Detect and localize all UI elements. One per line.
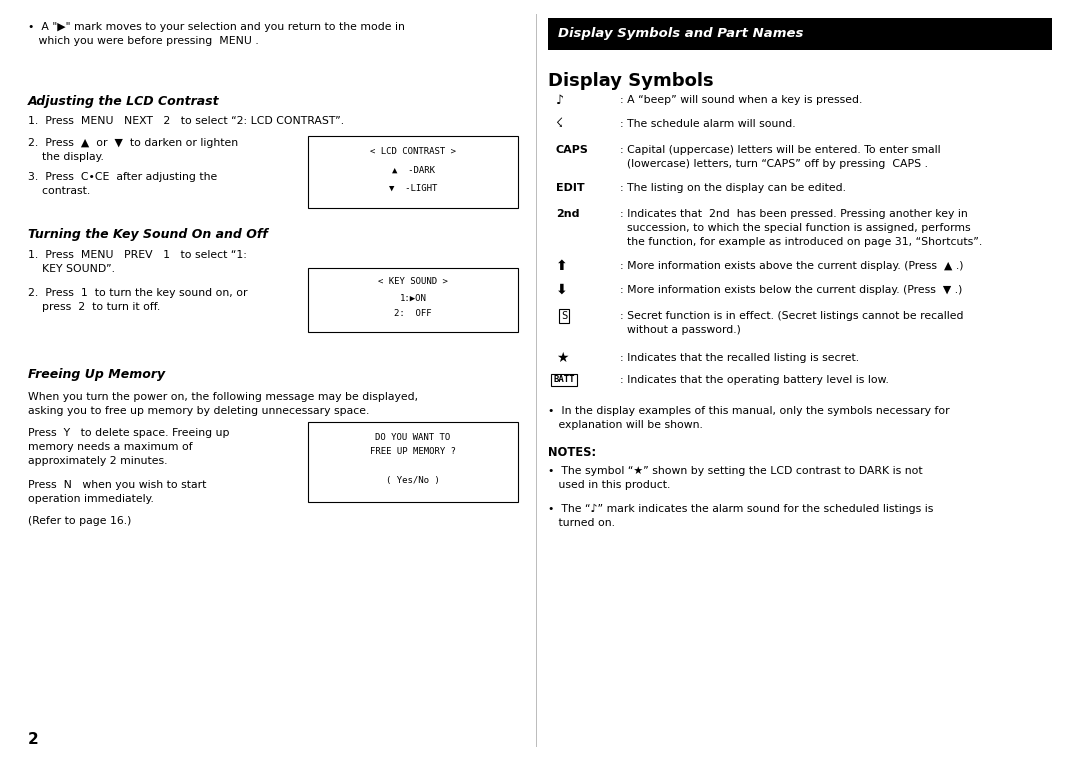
- Text: Press  Y   to delete space. Freeing up: Press Y to delete space. Freeing up: [28, 428, 229, 438]
- Text: asking you to free up memory by deleting unnecessary space.: asking you to free up memory by deleting…: [28, 406, 369, 416]
- Text: 2.  Press  ▲  or  ▼  to darken or lighten: 2. Press ▲ or ▼ to darken or lighten: [28, 138, 238, 148]
- Text: BATT: BATT: [553, 375, 575, 385]
- Text: 2.  Press  1  to turn the key sound on, or: 2. Press 1 to turn the key sound on, or: [28, 288, 247, 298]
- Text: : Secret function is in effect. (Secret listings cannot be recalled: : Secret function is in effect. (Secret …: [620, 311, 963, 321]
- Text: : Capital (uppercase) letters will be entered. To enter small: : Capital (uppercase) letters will be en…: [620, 145, 941, 155]
- Text: KEY SOUND”.: KEY SOUND”.: [28, 264, 114, 274]
- Text: ♪: ♪: [556, 93, 564, 106]
- Text: ▼  -LIGHT: ▼ -LIGHT: [389, 183, 437, 192]
- Text: (Refer to page 16.): (Refer to page 16.): [28, 516, 132, 526]
- Text: 2nd: 2nd: [556, 209, 580, 219]
- Text: ( Yes/No ): ( Yes/No ): [387, 476, 440, 485]
- Text: (lowercase) letters, turn “CAPS” off by pressing  CAPS .: (lowercase) letters, turn “CAPS” off by …: [620, 159, 928, 169]
- Text: •  In the display examples of this manual, only the symbols necessary for: • In the display examples of this manual…: [548, 406, 949, 416]
- Text: : Indicates that the recalled listing is secret.: : Indicates that the recalled listing is…: [620, 353, 859, 363]
- Text: When you turn the power on, the following message may be displayed,: When you turn the power on, the followin…: [28, 392, 418, 402]
- Text: : More information exists above the current display. (Press  ▲ .): : More information exists above the curr…: [620, 261, 963, 271]
- Text: succession, to which the special function is assigned, performs: succession, to which the special functio…: [620, 223, 971, 233]
- Text: : The listing on the display can be edited.: : The listing on the display can be edit…: [620, 183, 846, 193]
- FancyBboxPatch shape: [308, 136, 518, 208]
- Text: used in this product.: used in this product.: [548, 480, 671, 490]
- Text: 1:▶ON: 1:▶ON: [400, 293, 427, 302]
- FancyBboxPatch shape: [308, 268, 518, 332]
- Text: memory needs a maximum of: memory needs a maximum of: [28, 442, 192, 452]
- Text: which you were before pressing  MENU .: which you were before pressing MENU .: [28, 36, 259, 46]
- Text: CAPS: CAPS: [556, 145, 589, 155]
- Text: •  The symbol “★” shown by setting the LCD contrast to DARK is not: • The symbol “★” shown by setting the LC…: [548, 466, 922, 476]
- Text: Adjusting the LCD Contrast: Adjusting the LCD Contrast: [28, 95, 219, 108]
- Text: ⬇: ⬇: [556, 283, 568, 297]
- Text: : More information exists below the current display. (Press  ▼ .): : More information exists below the curr…: [620, 285, 962, 295]
- Text: turned on.: turned on.: [548, 518, 615, 528]
- Text: 1.  Press  MENU   PREV   1   to select “1:: 1. Press MENU PREV 1 to select “1:: [28, 250, 247, 260]
- Text: DO YOU WANT TO: DO YOU WANT TO: [376, 433, 450, 442]
- Text: explanation will be shown.: explanation will be shown.: [548, 420, 703, 430]
- Text: NOTES:: NOTES:: [548, 446, 596, 459]
- Text: ★: ★: [556, 351, 568, 365]
- Text: : A “beep” will sound when a key is pressed.: : A “beep” will sound when a key is pres…: [620, 95, 862, 105]
- Text: •  A "▶" mark moves to your selection and you return to the mode in: • A "▶" mark moves to your selection and…: [28, 22, 405, 32]
- Text: press  2  to turn it off.: press 2 to turn it off.: [28, 302, 160, 312]
- Text: Display Symbols and Part Names: Display Symbols and Part Names: [558, 27, 804, 40]
- Text: ⬆: ⬆: [556, 259, 568, 273]
- Text: ☇: ☇: [556, 118, 563, 131]
- Text: 1.  Press  MENU   NEXT   2   to select “2: LCD CONTRAST”.: 1. Press MENU NEXT 2 to select “2: LCD C…: [28, 116, 345, 126]
- Text: S: S: [561, 311, 567, 321]
- Text: without a password.): without a password.): [620, 325, 741, 335]
- Text: 2: 2: [28, 732, 39, 747]
- Text: : The schedule alarm will sound.: : The schedule alarm will sound.: [620, 119, 796, 129]
- Text: contrast.: contrast.: [28, 186, 91, 196]
- Text: 2:  OFF: 2: OFF: [394, 309, 432, 318]
- FancyBboxPatch shape: [308, 422, 518, 502]
- Text: •  The “♪” mark indicates the alarm sound for the scheduled listings is: • The “♪” mark indicates the alarm sound…: [548, 504, 933, 515]
- Text: ▲  -DARK: ▲ -DARK: [391, 166, 434, 175]
- Text: : Indicates that  2nd  has been pressed. Pressing another key in: : Indicates that 2nd has been pressed. P…: [620, 209, 968, 219]
- Text: the function, for example as introduced on page 31, “Shortcuts”.: the function, for example as introduced …: [620, 237, 982, 247]
- Text: FREE UP MEMORY ?: FREE UP MEMORY ?: [370, 448, 456, 457]
- Text: the display.: the display.: [28, 152, 104, 162]
- Text: Freeing Up Memory: Freeing Up Memory: [28, 368, 165, 381]
- Text: EDIT: EDIT: [556, 183, 584, 193]
- Text: < KEY SOUND >: < KEY SOUND >: [378, 277, 448, 287]
- Text: approximately 2 minutes.: approximately 2 minutes.: [28, 456, 167, 466]
- Text: Display Symbols: Display Symbols: [548, 72, 714, 90]
- Text: : Indicates that the operating battery level is low.: : Indicates that the operating battery l…: [620, 375, 889, 385]
- Text: Turning the Key Sound On and Off: Turning the Key Sound On and Off: [28, 228, 268, 241]
- Text: < LCD CONTRAST >: < LCD CONTRAST >: [370, 147, 456, 157]
- Text: 3.  Press  C•CE  after adjusting the: 3. Press C•CE after adjusting the: [28, 172, 217, 182]
- FancyBboxPatch shape: [548, 18, 1052, 50]
- Text: Press  N   when you wish to start: Press N when you wish to start: [28, 480, 206, 490]
- Text: operation immediately.: operation immediately.: [28, 494, 153, 504]
